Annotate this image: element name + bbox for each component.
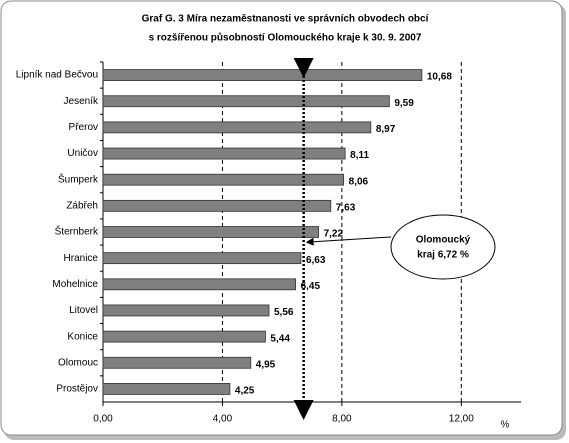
y-tick-label: Uničov xyxy=(67,148,98,159)
bar xyxy=(102,69,423,81)
y-tick-label: Mohelnice xyxy=(52,279,98,290)
x-tick-label: 12,00 xyxy=(449,414,474,425)
value-label: 10,68 xyxy=(427,72,452,83)
bar xyxy=(102,252,302,265)
bar xyxy=(102,330,266,343)
y-tick-label: Hranice xyxy=(64,253,99,264)
value-label: 6,45 xyxy=(301,281,321,292)
x-tick-label: 8,00 xyxy=(332,414,352,425)
value-label: 4,95 xyxy=(256,359,276,370)
bar xyxy=(102,383,231,395)
x-unit: % xyxy=(501,420,510,431)
callout-label: Olomoucký xyxy=(416,235,471,246)
bar xyxy=(102,304,270,317)
x-tick-label: 4,00 xyxy=(213,414,233,425)
value-label: 5,44 xyxy=(270,333,290,344)
value-label: 8,06 xyxy=(349,176,369,187)
callout-label: kraj 6,72 % xyxy=(417,250,469,261)
value-label: 7,22 xyxy=(324,229,344,240)
y-tick-label: Zábřeh xyxy=(66,200,98,211)
y-tick-label: Šumperk xyxy=(58,172,99,185)
bar xyxy=(102,121,372,134)
value-label: 9,59 xyxy=(394,98,414,109)
value-label: 5,56 xyxy=(274,307,294,318)
bar xyxy=(102,356,252,369)
y-tick-label: Jeseník xyxy=(64,96,99,107)
bar xyxy=(102,173,345,186)
bar xyxy=(102,199,332,212)
frame xyxy=(0,0,563,436)
value-label: 8,11 xyxy=(350,150,369,161)
y-tick-label: Konice xyxy=(67,331,98,342)
value-label: 8,97 xyxy=(376,124,396,135)
callout-arrow xyxy=(305,236,392,246)
chart-title: s rozšířenou působností Olomouckého kraj… xyxy=(149,32,422,44)
value-label: 7,63 xyxy=(336,202,356,213)
bar xyxy=(102,95,390,108)
callout xyxy=(390,214,496,280)
bar xyxy=(102,226,319,238)
value-label: 4,25 xyxy=(235,386,255,397)
value-label: 6,63 xyxy=(306,255,326,266)
bar xyxy=(102,278,296,291)
y-tick-label: Prostějov xyxy=(56,384,98,395)
y-tick-label: Litovel xyxy=(69,305,98,316)
y-tick-label: Olomouc xyxy=(58,357,98,368)
x-tick-label: 0,00 xyxy=(93,414,113,425)
y-tick-label: Šternberk xyxy=(55,225,99,238)
bar xyxy=(102,147,346,160)
y-tick-label: Přerov xyxy=(69,122,98,133)
chart-title: Graf G. 3 Míra nezaměstnanosti ve správn… xyxy=(142,14,430,25)
y-tick-label: Lipník nad Bečvou xyxy=(16,70,98,81)
